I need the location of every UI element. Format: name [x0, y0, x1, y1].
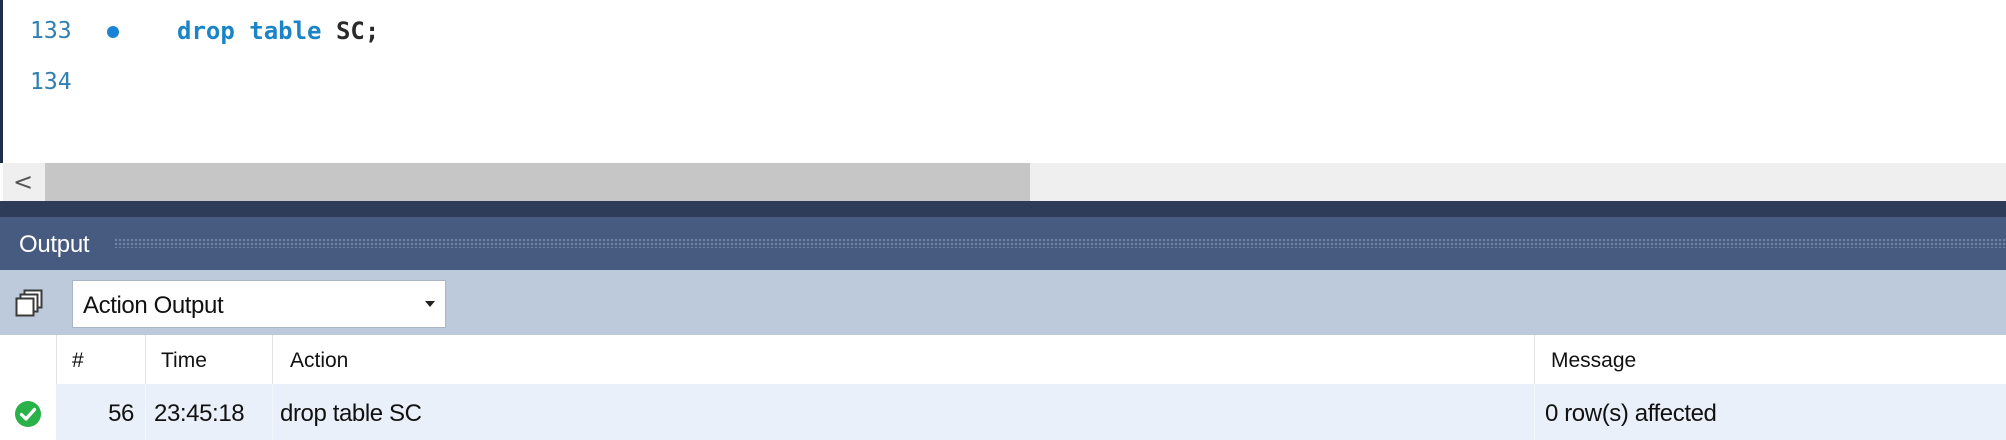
- line-number: 133: [30, 18, 72, 44]
- column-header-time[interactable]: Time: [161, 349, 207, 372]
- column-divider: [1534, 335, 1535, 384]
- sql-keyword: drop table: [177, 17, 322, 45]
- sql-editor[interactable]: 133 134 drop table SC;: [0, 0, 2006, 163]
- line-number-gutter: 133 134: [3, 0, 143, 163]
- column-header-message[interactable]: Message: [1551, 349, 1637, 372]
- line-number: 134: [30, 69, 72, 95]
- table-row[interactable]: 56 23:45:18 drop table SC 0 row(s) affec…: [0, 384, 2006, 440]
- output-toolbar: Action Output: [0, 270, 2006, 335]
- sql-terminator: ;: [364, 17, 380, 45]
- column-header-number[interactable]: #: [72, 349, 84, 372]
- column-header-action[interactable]: Action: [290, 349, 349, 372]
- scrollbar-thumb[interactable]: [45, 163, 1030, 201]
- statement-marker-icon: [107, 26, 119, 38]
- chevron-down-icon[interactable]: [425, 301, 435, 307]
- cell-divider: [1534, 384, 1535, 440]
- cell-message: 0 row(s) affected: [1545, 400, 1717, 427]
- column-divider: [56, 335, 57, 384]
- code-line[interactable]: drop table SC;: [177, 17, 379, 45]
- cell-action: drop table SC: [280, 400, 422, 427]
- output-view-value: Action Output: [83, 292, 224, 319]
- sql-identifier: SC: [335, 17, 365, 45]
- grid-header: # Time Action Message: [0, 335, 2006, 384]
- scroll-left-icon[interactable]: <: [12, 168, 34, 196]
- status-cell: [0, 384, 56, 440]
- action-output-grid: # Time Action Message 56 23:45:18 drop t…: [0, 335, 2006, 440]
- editor-left-border: [0, 0, 3, 163]
- output-panel-title: Output: [19, 231, 90, 258]
- cell-divider: [145, 384, 146, 440]
- cell-number: 56: [108, 400, 134, 427]
- copy-icon[interactable]: [15, 288, 45, 318]
- cell-divider: [272, 384, 273, 440]
- column-divider: [145, 335, 146, 384]
- cell-time: 23:45:18: [154, 400, 245, 427]
- output-panel-header: Output: [0, 217, 2006, 270]
- header-grip: [114, 238, 2006, 248]
- check-circle-icon: [15, 401, 41, 427]
- output-view-select[interactable]: Action Output: [72, 280, 446, 328]
- panel-separator: [0, 201, 2006, 217]
- column-divider: [272, 335, 273, 384]
- horizontal-scrollbar[interactable]: <: [3, 163, 2006, 201]
